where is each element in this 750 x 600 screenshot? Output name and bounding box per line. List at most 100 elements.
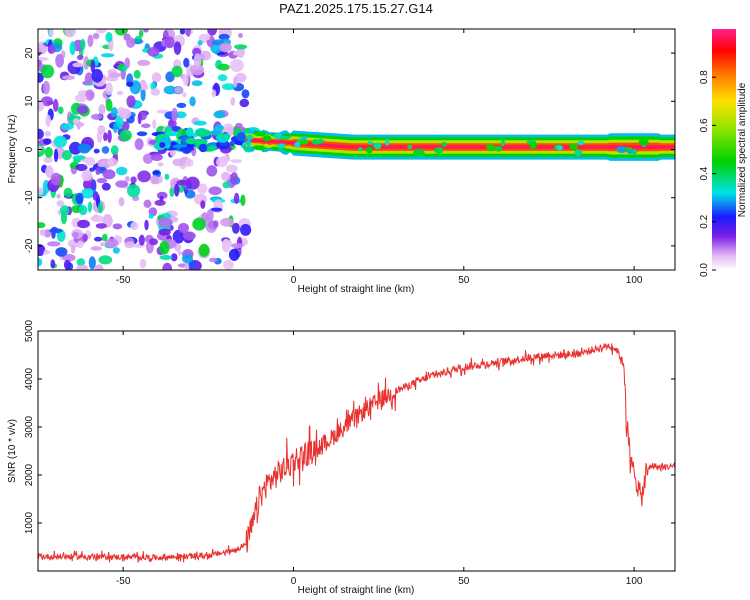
noise-blob [44,146,53,158]
noise-blob [221,83,236,91]
noise-blob [110,145,119,156]
noise-blob [184,158,194,167]
signal-bump [495,145,503,152]
noise-blob [228,248,240,261]
noise-blob [101,182,111,191]
transition-blob [209,130,222,136]
noise-blob [230,243,244,249]
noise-blob [38,244,45,255]
signal-bump [500,140,506,147]
noise-blob [77,219,90,229]
noise-blob [133,69,141,79]
signal-bump [374,142,382,150]
noise-blob [176,102,187,109]
noise-blob [38,145,43,152]
noise-blob [76,240,84,249]
noise-blob [76,258,86,267]
noise-blob [69,141,82,155]
noise-blob [110,107,118,118]
noise-blob [217,63,230,71]
noise-blob [200,200,206,209]
noise-blob [163,85,177,95]
spectrogram-x-ticks: -50 0 50 100 [116,29,643,286]
noise-blob [63,259,71,270]
spectrogram-x-tick-label: 100 [626,275,643,286]
signal-bump [577,140,585,145]
noise-blob [170,253,178,262]
noise-blob [52,98,59,112]
noise-blob [148,213,154,219]
snr-x-tick-label: -50 [116,576,131,587]
noise-blob [82,233,88,242]
noise-blob [69,41,76,56]
noise-blob [115,180,129,188]
noise-blob [126,95,136,108]
snr-x-tick-label: 0 [291,576,297,587]
signal-bump [442,141,447,147]
transition-blob [185,127,194,137]
noise-blob [101,146,110,154]
snr-series-line [38,343,675,563]
noise-blob [150,81,157,91]
noise-blob [105,98,113,112]
noise-blob [100,53,115,58]
noise-blob [38,187,44,196]
noise-blob [137,112,142,125]
noise-blob [41,64,55,79]
noise-blob [174,183,180,197]
noise-blob [75,192,84,204]
noise-blob [95,223,107,229]
noise-blob [94,236,103,242]
transition-blob [195,129,212,137]
noise-blob [92,32,100,40]
signal-band [245,138,675,149]
noise-blob [136,131,148,137]
noise-blob [176,179,189,186]
noise-blob [38,258,43,267]
noise-blob [137,170,151,183]
noise-blob [240,223,252,236]
noise-blob [126,81,134,87]
noise-blob [127,184,141,198]
noise-blob [88,256,96,270]
noise-blob [87,34,94,48]
noise-blob [89,167,95,172]
noise-blob [158,217,173,228]
noise-blob [142,153,154,164]
noise-blob [98,255,113,265]
colorbar-tick-label: 0.0 [699,263,710,277]
noise-blob [56,193,61,199]
noise-blob [211,89,217,98]
signal-bump [246,134,254,140]
colorbar-tick-label: 0.8 [699,70,710,84]
signal-bump [316,138,325,144]
colorbar-gradient [712,29,736,270]
noise-blob [60,205,70,216]
noise-blob [172,158,186,167]
noise-blob [240,194,246,207]
noise-blob [49,228,63,234]
noise-blob [152,170,160,175]
noise-blob [45,165,54,178]
signal-bump [574,149,583,157]
spectrogram-x-tick-label: -50 [116,275,131,286]
noise-blob [74,94,87,103]
noise-blob [43,138,52,145]
snr-y-tick-label: 2000 [24,463,35,486]
signal-bump [365,146,373,154]
snr-panel: -50 0 50 100 1000 2000 3000 4000 5000 Height of… [7,319,676,596]
noise-blob [156,191,168,199]
noise-blob [143,29,149,33]
noise-blob [47,45,56,54]
noise-blob [158,228,171,236]
noise-blob [139,258,147,269]
noise-blob [221,238,231,253]
noise-blob [156,109,170,114]
noise-blob [206,165,218,177]
noise-blob [207,29,217,36]
signal-bump [412,149,425,157]
noise-blob [230,172,239,185]
noise-blob [182,92,187,98]
spectrogram-y-tick-label: -20 [24,238,35,253]
noise-blob [55,247,68,257]
